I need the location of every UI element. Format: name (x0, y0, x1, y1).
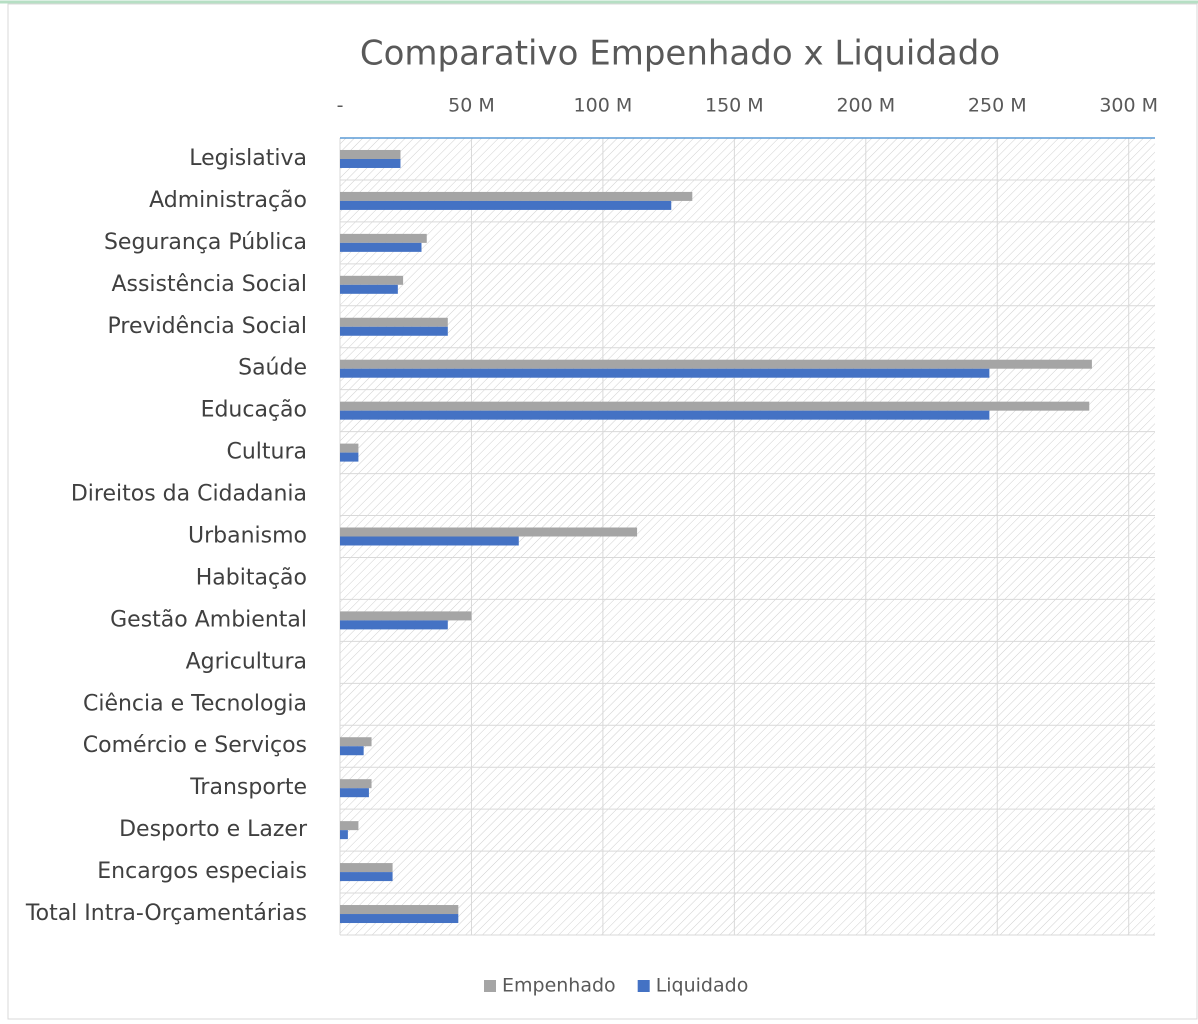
bar (340, 536, 519, 546)
y-tick-label: Habitação (196, 565, 307, 590)
bar (340, 401, 1090, 411)
bar (340, 905, 459, 915)
bar (340, 368, 990, 378)
y-tick-label: Gestão Ambiental (110, 607, 307, 632)
bar (340, 746, 364, 756)
y-tick-label: Ciência e Tecnologia (83, 691, 307, 716)
y-tick-label: Saúde (238, 356, 307, 381)
bar (340, 317, 448, 327)
y-tick-label: Administração (149, 188, 307, 213)
bar (340, 242, 422, 252)
y-tick-label: Legislativa (189, 146, 307, 171)
x-tick-label: 300 M (1099, 95, 1158, 117)
y-tick-label: Assistência Social (111, 272, 307, 297)
y-tick-label: Comércio e Serviços (83, 733, 307, 758)
y-tick-label: Educação (201, 398, 307, 423)
bar (340, 452, 359, 462)
bar (340, 821, 359, 831)
bar (340, 149, 401, 159)
bar (340, 788, 369, 798)
x-tick-label: 50 M (448, 95, 495, 117)
bar (340, 410, 990, 420)
y-tick-label: Total Intra-Orçamentárias (25, 901, 307, 926)
bar (340, 620, 448, 630)
x-tick-label: 200 M (836, 95, 895, 117)
y-tick-label: Desporto e Lazer (119, 817, 308, 842)
bar (340, 200, 672, 210)
bar (340, 527, 638, 537)
bar (340, 830, 348, 840)
bar (340, 326, 448, 336)
y-tick-label: Transporte (189, 775, 307, 800)
x-tick-label: 150 M (705, 95, 764, 117)
legend-swatch (637, 980, 650, 992)
bar (340, 284, 398, 294)
y-tick-label: Urbanismo (188, 524, 307, 549)
bar (340, 863, 393, 873)
y-tick-label: Segurança Pública (104, 230, 307, 255)
bar (340, 779, 372, 789)
legend-label: Liquidado (656, 975, 749, 997)
y-tick-label: Direitos da Cidadania (71, 482, 307, 507)
bar (340, 872, 393, 882)
bar (340, 443, 359, 453)
chart-title: Comparativo Empenhado x Liquidado (360, 34, 1000, 74)
bar (340, 611, 472, 621)
bar (340, 191, 693, 201)
bar (340, 737, 372, 747)
bar (340, 359, 1092, 369)
y-tick-label: Previdência Social (108, 314, 307, 339)
legend-label: Empenhado (502, 975, 616, 997)
bar (340, 158, 401, 168)
legend-swatch (484, 980, 496, 992)
x-tick-label: 100 M (574, 95, 633, 117)
bar (340, 914, 459, 924)
bar (340, 275, 404, 285)
y-tick-label: Cultura (226, 440, 307, 465)
y-tick-label: Encargos especiais (97, 859, 307, 884)
bar (340, 233, 427, 243)
x-tick-label: - (337, 95, 344, 117)
x-tick-label: 250 M (968, 95, 1027, 117)
y-tick-label: Agricultura (186, 649, 307, 674)
